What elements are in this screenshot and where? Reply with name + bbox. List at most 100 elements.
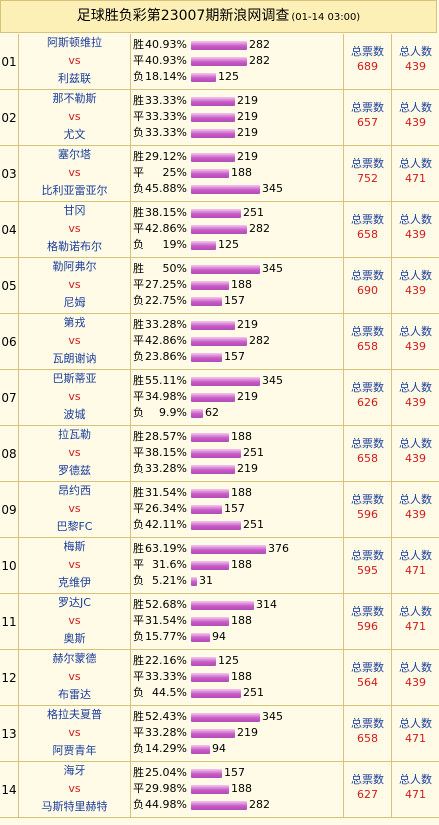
vote-bar [191, 296, 222, 306]
total-people: 总人数 439 [392, 314, 439, 369]
vote-bar [191, 800, 247, 810]
home-team[interactable]: 拉瓦勒 [58, 428, 91, 441]
stat-percent: 27.25% [145, 278, 187, 291]
match-number: 06 [0, 314, 19, 369]
away-team[interactable]: 阿贾青年 [52, 744, 97, 757]
home-team[interactable]: 赫尔蒙德 [52, 652, 97, 665]
win-stat: 胜 50% 345 [133, 261, 283, 277]
vote-bar [191, 280, 229, 290]
match-teams: 梅斯 vs 克维伊 [19, 538, 131, 593]
total-people-label: 总人数 [399, 325, 432, 338]
home-team[interactable]: 勒阿弗尔 [52, 260, 97, 273]
stat-label: 负 [133, 350, 144, 363]
lose-stat: 负15.77% 94 [133, 629, 226, 645]
lose-stat: 负22.75% 157 [133, 293, 245, 309]
away-team[interactable]: 巴黎FC [56, 520, 93, 533]
away-team[interactable]: 比利亚雷亚尔 [41, 184, 108, 197]
win-stat: 胜52.68% 314 [133, 597, 277, 613]
away-team[interactable]: 布雷达 [58, 688, 91, 701]
total-people-value: 471 [405, 788, 426, 801]
match-row: 10 梅斯 vs 克维伊 胜63.19% 376 平 31.6% 188 负 5.21% 31 总票数 5… [0, 538, 439, 594]
away-team[interactable]: 格勒诺布尔 [47, 240, 102, 253]
match-row: 12 赫尔蒙德 vs 布雷达 胜22.16% 125 平33.33% 188 负 44.5% 251… [0, 650, 439, 706]
home-team[interactable]: 阿斯顿维拉 [47, 36, 102, 49]
vote-bar [191, 600, 254, 610]
draw-stat: 平27.25% 188 [133, 277, 252, 293]
total-people: 总人数 471 [392, 538, 439, 593]
total-votes: 总票数 658 [344, 202, 392, 257]
lose-stat: 负18.14% 125 [133, 69, 239, 85]
vote-stats: 胜40.93% 282 平40.93% 282 负18.14% 125 [131, 34, 344, 89]
vote-bar [191, 520, 241, 530]
away-team[interactable]: 克维伊 [58, 576, 91, 589]
home-team[interactable]: 那不勒斯 [52, 92, 97, 105]
away-team[interactable]: 奥斯 [63, 632, 86, 645]
away-team[interactable]: 罗德兹 [58, 464, 91, 477]
vs-label: vs [68, 614, 81, 627]
stat-count: 282 [249, 222, 270, 235]
stat-label: 平 [133, 446, 144, 459]
total-votes: 总票数 658 [344, 706, 392, 761]
total-people-value: 439 [405, 228, 426, 241]
stat-label: 负 [133, 406, 144, 419]
total-votes-label: 总票数 [351, 493, 384, 506]
home-team[interactable]: 海牙 [63, 764, 86, 777]
total-people: 总人数 439 [392, 482, 439, 537]
home-team[interactable]: 塞尔塔 [58, 148, 91, 161]
home-team[interactable]: 格拉夫夏普 [47, 708, 102, 721]
away-team[interactable]: 尤文 [63, 128, 86, 141]
vote-stats: 胜22.16% 125 平33.33% 188 负 44.5% 251 [131, 650, 344, 705]
home-team[interactable]: 昂约西 [58, 484, 91, 497]
match-row: 06 第戎 vs 瓦朗谢讷 胜33.28% 219 平42.86% 282 负23.86% 157… [0, 314, 439, 370]
total-people-label: 总人数 [399, 45, 432, 58]
total-people: 总人数 471 [392, 762, 439, 817]
total-people-label: 总人数 [399, 661, 432, 674]
stat-label: 平 [133, 54, 144, 67]
stat-label: 平 [133, 502, 144, 515]
away-team[interactable]: 尼姆 [63, 296, 86, 309]
stat-percent: 42.86% [145, 222, 187, 235]
stat-label: 胜 [133, 38, 144, 51]
vote-bar [191, 392, 235, 402]
stat-percent: 29.12% [145, 150, 187, 163]
home-team[interactable]: 梅斯 [63, 540, 86, 553]
match-teams: 格拉夫夏普 vs 阿贾青年 [19, 706, 131, 761]
vote-stats: 胜52.43% 345 平33.28% 219 负14.29% 94 [131, 706, 344, 761]
home-team[interactable]: 第戎 [63, 316, 86, 329]
stat-label: 胜 [133, 150, 144, 163]
vs-label: vs [68, 166, 81, 179]
match-teams: 勒阿弗尔 vs 尼姆 [19, 258, 131, 313]
stat-count: 157 [224, 294, 245, 307]
stat-label: 平 [133, 670, 144, 683]
away-team[interactable]: 利兹联 [58, 72, 91, 85]
total-people-label: 总人数 [399, 549, 432, 562]
home-team[interactable]: 巴斯蒂亚 [52, 372, 97, 385]
win-stat: 胜33.33% 219 [133, 93, 258, 109]
match-number: 09 [0, 482, 19, 537]
total-votes: 总票数 627 [344, 762, 392, 817]
home-team[interactable]: 罗达JC [58, 596, 91, 609]
vote-bar [191, 336, 247, 346]
away-team[interactable]: 马斯特里赫特 [41, 800, 108, 813]
total-people-label: 总人数 [399, 381, 432, 394]
stat-percent: 22.75% [145, 294, 187, 307]
stat-count: 314 [256, 598, 277, 611]
match-row: 14 海牙 vs 马斯特里赫特 胜25.04% 157 平29.98% 188 负44.98% 2… [0, 762, 439, 818]
stat-count: 219 [237, 94, 258, 107]
survey-date: (01-14 03:00) [291, 12, 361, 23]
vote-bar [191, 504, 222, 514]
vote-bar [191, 352, 222, 362]
vote-bar [191, 264, 260, 274]
match-number: 10 [0, 538, 19, 593]
stat-label: 胜 [133, 262, 144, 275]
away-team[interactable]: 瓦朗谢讷 [52, 352, 97, 365]
vote-bar [191, 616, 229, 626]
match-teams: 昂约西 vs 巴黎FC [19, 482, 131, 537]
away-team[interactable]: 波城 [63, 408, 86, 421]
stat-label: 平 [133, 110, 144, 123]
total-votes-label: 总票数 [351, 325, 384, 338]
stat-count: 282 [249, 54, 270, 67]
home-team[interactable]: 甘冈 [63, 204, 86, 217]
vote-bar [191, 184, 260, 194]
total-votes-value: 690 [357, 284, 378, 297]
